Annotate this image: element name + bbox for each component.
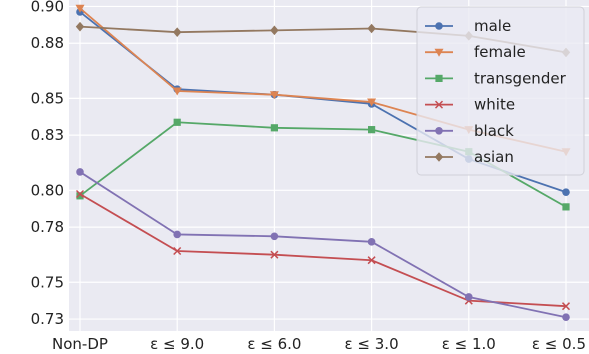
- legend-marker-black: [435, 127, 443, 135]
- legend-label-female: female: [474, 43, 526, 61]
- data-point-black: [270, 232, 279, 241]
- x-tick-label: ε ≤ 6.0: [247, 335, 301, 353]
- legend: male female transgender white black asian: [416, 6, 585, 176]
- x-tick-label: ε ≤ 3.0: [345, 335, 399, 353]
- x-tick-label: ε ≤ 9.0: [150, 335, 204, 353]
- series-black: [76, 168, 570, 322]
- y-tick-label: 0.90: [31, 0, 64, 15]
- data-point-asian: [75, 21, 85, 32]
- legend-box: [416, 6, 585, 176]
- legend-label-male: male: [474, 17, 511, 35]
- legend-label-black: black: [474, 122, 514, 140]
- data-point-transgender: [173, 118, 181, 126]
- y-tick-label: 0.85: [31, 89, 64, 107]
- legend-marker-male: [435, 22, 443, 30]
- data-point-transgender: [76, 192, 84, 200]
- data-point-white: [561, 302, 571, 311]
- data-point-black: [76, 168, 84, 176]
- data-point-asian: [173, 27, 182, 37]
- data-point-white: [75, 189, 85, 199]
- grid: [69, 0, 589, 331]
- y-tick-label: 0.80: [31, 181, 64, 199]
- y-axis-ticks: 0.73 0.75 0.78 0.80 0.83 0.85 0.88 0.90: [31, 0, 64, 328]
- data-point-black: [173, 230, 181, 239]
- data-point-female: [172, 87, 182, 96]
- legend-label-white: white: [474, 96, 515, 114]
- y-tick-label: 0.88: [31, 34, 64, 52]
- data-point-black: [367, 238, 376, 246]
- data-point-asian: [367, 23, 376, 34]
- series-white: [75, 189, 571, 311]
- y-tick-label: 0.83: [31, 126, 64, 144]
- data-point-transgender: [562, 203, 570, 211]
- data-point-white: [367, 256, 376, 265]
- legend-label-transgender: transgender: [474, 69, 567, 87]
- x-axis-ticks: Non-DP ε ≤ 9.0 ε ≤ 6.0 ε ≤ 3.0 ε ≤ 1.0 ε ≤ 0.…: [52, 335, 586, 353]
- legend-marker-asian: [434, 152, 444, 162]
- data-point-white: [270, 250, 279, 259]
- data-point-female: [75, 4, 85, 13]
- y-tick-label: 0.75: [31, 273, 64, 291]
- x-tick-label: ε ≤ 1.0: [442, 335, 496, 353]
- data-point-white: [173, 246, 182, 256]
- data-point-female: [269, 91, 279, 100]
- legend-marker-transgender: [435, 74, 443, 82]
- data-point-black: [562, 313, 570, 322]
- data-point-transgender: [270, 124, 278, 132]
- data-point-black: [465, 293, 473, 301]
- data-point-asian: [270, 25, 279, 36]
- series-line-white: [79, 193, 567, 308]
- data-point-male: [562, 188, 570, 196]
- data-point-female: [367, 98, 377, 107]
- legend-marker-female: [434, 48, 444, 57]
- legend-label-asian: asian: [474, 148, 514, 166]
- x-tick-label: Non-DP: [52, 335, 108, 353]
- legend-marker-white: [434, 100, 444, 109]
- x-tick-label: ε ≤ 0.5: [532, 335, 586, 353]
- y-tick-label: 0.78: [31, 218, 64, 236]
- data-point-transgender: [368, 126, 376, 134]
- series-line-black: [79, 171, 567, 319]
- y-tick-label: 0.73: [31, 310, 64, 328]
